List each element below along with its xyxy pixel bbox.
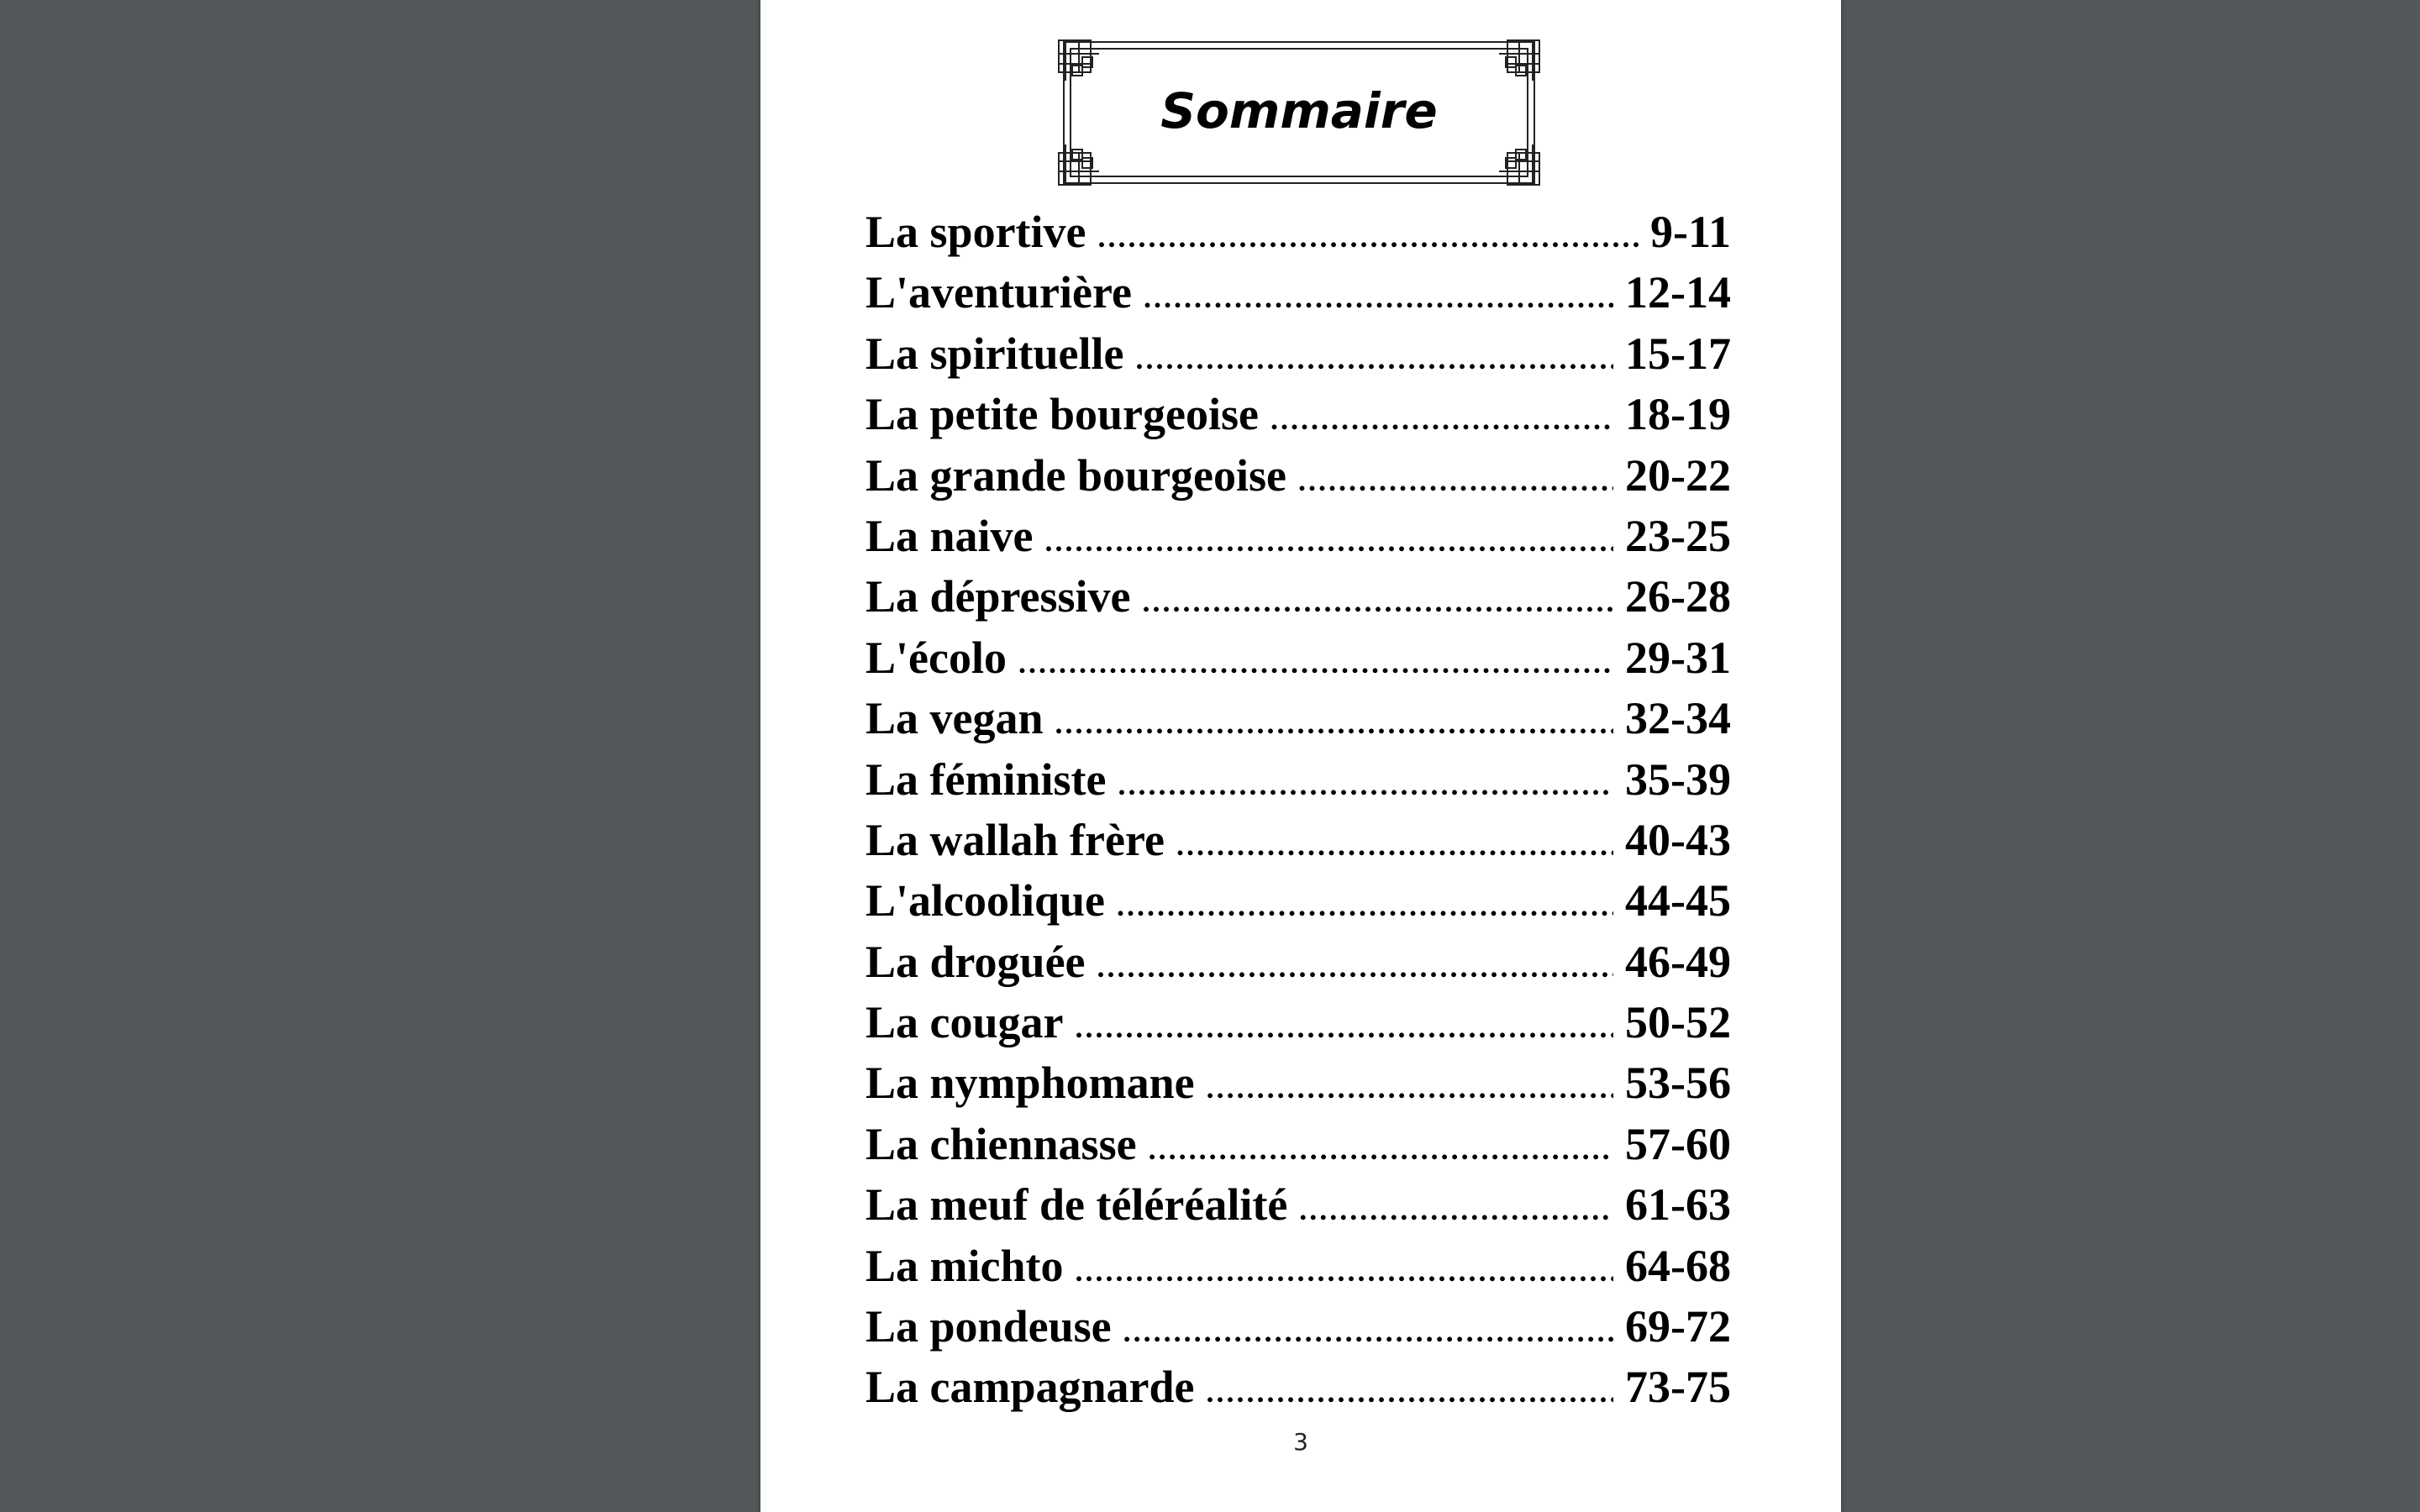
toc-entry-title: La dépressive: [865, 571, 1131, 622]
toc-entry: La nymphomane 53-56: [865, 1057, 1731, 1117]
dot-leader: [1298, 463, 1613, 498]
dot-leader: [1207, 1374, 1614, 1410]
dot-leader: [1097, 949, 1614, 984]
toc-entry-title: La sportive: [865, 207, 1086, 257]
toc-entry-pages: 35-39: [1625, 753, 1731, 805]
toc-entry: L'alcoolique 44-45: [865, 874, 1731, 935]
document-page: Sommaire La sportive 9-11 L'aventurière 12-…: [760, 0, 1841, 1512]
page-title: Sommaire: [1160, 82, 1438, 139]
toc-entry-pages: 9-11: [1649, 207, 1731, 257]
toc-entry-pages: 15-17: [1625, 328, 1731, 379]
toc-entry-title: L'alcoolique: [865, 875, 1106, 927]
toc-entry: L'aventurière 12-14: [865, 266, 1731, 327]
dot-leader: [1176, 827, 1613, 863]
toc-entry-pages: 26-28: [1625, 571, 1731, 622]
toc-entry-title: La petite bourgeoise: [865, 389, 1259, 440]
toc-entry-title: La spirituelle: [865, 328, 1124, 379]
toc-entry: La campagnarde 73-75: [865, 1361, 1731, 1421]
toc-entry: La cougar 50-52: [865, 996, 1731, 1057]
toc-entry: La wallah frère 40-43: [865, 814, 1731, 874]
dot-leader: [1136, 341, 1614, 376]
toc-entry-pages: 64-68: [1625, 1240, 1731, 1291]
toc-entry: La naive 23-25: [865, 510, 1731, 570]
dot-leader: [1143, 584, 1614, 619]
dot-leader: [1098, 219, 1639, 255]
toc-entry-pages: 40-43: [1625, 814, 1731, 865]
toc-entry-title: La naive: [865, 510, 1034, 561]
toc-entry-title: L'aventurière: [865, 267, 1132, 318]
toc-entry-pages: 44-45: [1625, 875, 1731, 927]
toc-entry-pages: 73-75: [1625, 1362, 1731, 1413]
toc-entry: L'écolo 29-31: [865, 632, 1731, 692]
toc-entry-pages: 12-14: [1625, 267, 1731, 318]
dot-leader: [1076, 1010, 1614, 1045]
toc-entry: La sportive 9-11: [865, 206, 1731, 266]
dot-leader: [1117, 888, 1613, 923]
dot-leader: [1270, 402, 1613, 437]
toc-entry: La spirituelle 15-17: [865, 328, 1731, 388]
dot-leader: [1076, 1253, 1614, 1289]
toc-entry-title: La wallah frère: [865, 814, 1165, 865]
toc-entry: La droguée 46-49: [865, 936, 1731, 996]
toc-entry: La féministe 35-39: [865, 753, 1731, 814]
toc-entry: La pondeuse 69-72: [865, 1300, 1731, 1361]
dot-leader: [1123, 1314, 1613, 1349]
toc-entry-title: La nymphomane: [865, 1058, 1195, 1109]
toc-entry-pages: 50-52: [1625, 997, 1731, 1048]
toc-entry: La grande bourgeoise 20-22: [865, 449, 1731, 510]
toc-entry-title: La michto: [865, 1240, 1064, 1291]
toc-entry-pages: 61-63: [1625, 1179, 1731, 1231]
toc-entry: La meuf de téléréalité 61-63: [865, 1179, 1731, 1239]
toc-entry: La chiennasse 57-60: [865, 1118, 1731, 1179]
toc-entry-title: La chiennasse: [865, 1118, 1137, 1169]
toc-entry-title: La vegan: [865, 693, 1044, 744]
toc-entry-pages: 23-25: [1625, 510, 1731, 561]
dot-leader: [1018, 645, 1613, 680]
toc-entry-title: L'écolo: [865, 632, 1007, 683]
toc-entry-title: La cougar: [865, 997, 1064, 1048]
toc-entry-title: La pondeuse: [865, 1301, 1112, 1352]
dot-leader: [1118, 767, 1613, 802]
toc-entry: La vegan 32-34: [865, 692, 1731, 753]
toc-entry-pages: 29-31: [1625, 632, 1731, 683]
toc-entry-pages: 20-22: [1625, 449, 1731, 501]
toc-entry: La dépressive 26-28: [865, 570, 1731, 631]
toc-entry-title: La droguée: [865, 936, 1086, 987]
toc-entry-title: La meuf de téléréalité: [865, 1179, 1288, 1231]
toc-entry-pages: 18-19: [1625, 389, 1731, 440]
title-ornamental-frame: Sommaire: [1057, 39, 1541, 186]
toc-entry-pages: 46-49: [1625, 936, 1731, 987]
dot-leader: [1144, 280, 1613, 315]
dot-leader: [1299, 1192, 1613, 1227]
toc-entry: La petite bourgeoise 18-19: [865, 388, 1731, 449]
dot-leader: [1149, 1131, 1613, 1167]
toc-entry-pages: 57-60: [1625, 1118, 1731, 1169]
page-number: 3: [1293, 1428, 1308, 1456]
dot-leader: [1207, 1070, 1613, 1105]
toc-entry-title: La campagnarde: [865, 1362, 1195, 1413]
toc-entry-pages: 53-56: [1625, 1058, 1731, 1109]
toc-entry-pages: 69-72: [1625, 1301, 1731, 1352]
dot-leader: [1055, 706, 1613, 741]
toc-entry: La michto 64-68: [865, 1240, 1731, 1300]
toc-entry-title: La grande bourgeoise: [865, 449, 1287, 501]
toc-entry-pages: 32-34: [1625, 693, 1731, 744]
toc-entry-title: La féministe: [865, 753, 1107, 805]
dot-leader: [1045, 523, 1613, 559]
table-of-contents: La sportive 9-11 L'aventurière 12-14 La spir…: [865, 206, 1731, 1422]
